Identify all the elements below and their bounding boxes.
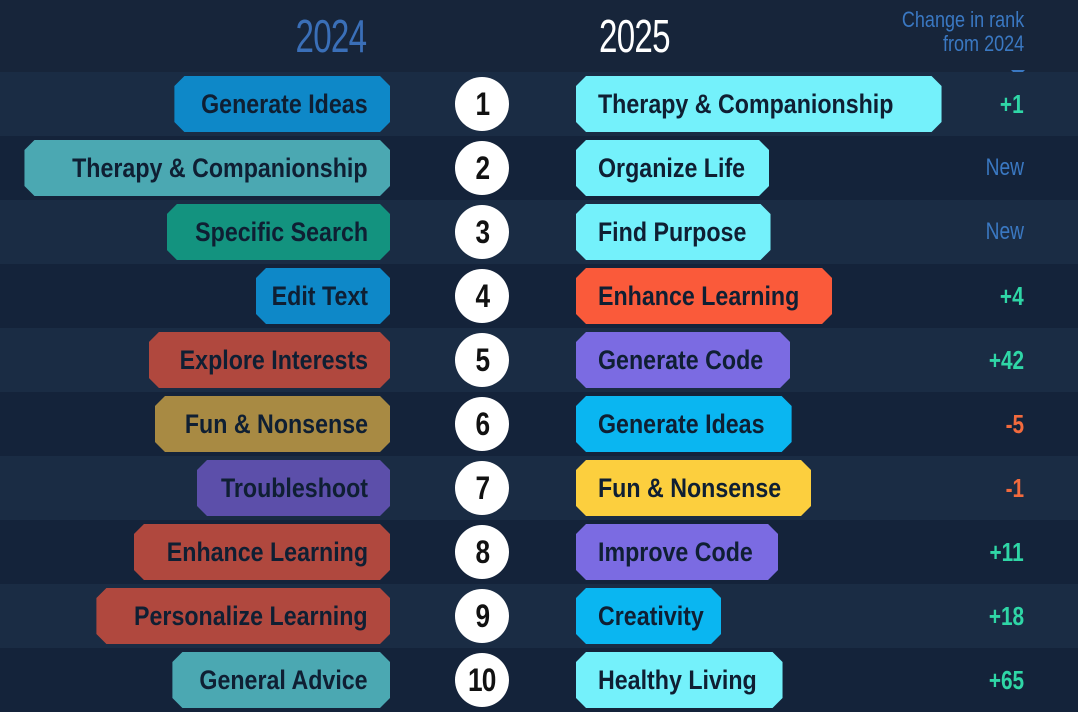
tag-2025-label: Generate Code: [598, 344, 764, 375]
tag-2024-label: Specific Search: [195, 216, 368, 247]
rank-badge: 6: [455, 397, 509, 451]
rank-badge: 10: [455, 653, 509, 707]
rank-number: 1: [475, 85, 490, 122]
ranking-row: Edit Text 4 Enhance Learning +4: [0, 264, 1078, 328]
rank-change-text: +18: [988, 600, 1024, 631]
tag-2024-label: Therapy & Companionship: [72, 152, 368, 183]
tag-2024: Explore Interests: [149, 332, 390, 388]
change-column-heading: Change in rank from 2024: [902, 8, 1024, 56]
rank-change-value: -5: [1001, 392, 1025, 456]
rank-change-text: -5: [1005, 408, 1025, 439]
tag-2024: Enhance Learning: [134, 524, 390, 580]
tag-2024-label: Personalize Learning: [134, 600, 368, 631]
rank-change-value: New: [976, 200, 1024, 264]
rank-number: 7: [475, 469, 490, 506]
ranking-row: Specific Search 3 Find Purpose New: [0, 200, 1078, 264]
rank-change-text: +65: [988, 664, 1024, 695]
tag-2024-label: Explore Interests: [179, 344, 368, 375]
tag-2024: Personalize Learning: [96, 588, 390, 644]
rank-change-value: -1: [1001, 456, 1025, 520]
tag-2024: Troubleshoot: [197, 460, 390, 516]
tag-2024-label: Generate Ideas: [201, 88, 368, 119]
rank-badge: 3: [455, 205, 509, 259]
tag-2025-label: Fun & Nonsense: [598, 472, 782, 503]
tag-2024: Therapy & Companionship: [24, 140, 390, 196]
ranking-row: Fun & Nonsense 6 Generate Ideas -5: [0, 392, 1078, 456]
change-heading-line2: from 2024: [942, 31, 1024, 56]
tag-2025-label: Enhance Learning: [598, 280, 800, 311]
tag-2024: Generate Ideas: [174, 76, 390, 132]
ranking-row: Generate Ideas 1 Therapy & Companionship +1: [0, 72, 1078, 136]
rank-number: 3: [475, 213, 490, 250]
tag-2024: Specific Search: [167, 204, 390, 260]
rank-change-text: +4: [1000, 280, 1024, 311]
rank-badge: 2: [455, 141, 509, 195]
rank-change-value: +11: [981, 520, 1024, 584]
tag-2025: Enhance Learning: [576, 268, 832, 324]
rank-number: 2: [475, 149, 490, 186]
tag-2024-label: Enhance Learning: [166, 536, 368, 567]
rank-number: 6: [475, 405, 490, 442]
rank-change-value: +4: [994, 264, 1024, 328]
tag-2025: Improve Code: [576, 524, 778, 580]
rank-change-value: +65: [980, 648, 1024, 712]
tag-2025: Fun & Nonsense: [576, 460, 811, 516]
tag-2025: Organize Life: [576, 140, 769, 196]
tag-2025-label: Find Purpose: [598, 216, 747, 247]
rank-number: 8: [475, 533, 490, 570]
tag-2025-label: Improve Code: [598, 536, 753, 567]
rank-change-text: -1: [1005, 472, 1025, 503]
ranking-row: General Advice 10 Healthy Living +65: [0, 648, 1078, 712]
rank-badge: 9: [455, 589, 509, 643]
tag-2025: Creativity: [576, 588, 721, 644]
ranking-row: Personalize Learning 9 Creativity +18: [0, 584, 1078, 648]
tag-2024-label: Edit Text: [271, 280, 368, 311]
rank-change-text: New: [985, 218, 1024, 245]
tag-2024: Edit Text: [256, 268, 390, 324]
rank-change-text: +42: [988, 344, 1024, 375]
rank-badge: 7: [455, 461, 509, 515]
rank-change-value: New: [976, 136, 1024, 200]
tag-2025-label: Organize Life: [598, 152, 746, 183]
ranking-row: Therapy & Companionship 2 Organize Life New: [0, 136, 1078, 200]
tag-2025: Therapy & Companionship: [576, 76, 942, 132]
tag-2024-label: Fun & Nonsense: [184, 408, 368, 439]
ranking-row: Enhance Learning 8 Improve Code +11: [0, 520, 1078, 584]
rank-change-text: +11: [989, 536, 1024, 567]
rank-change-value: +1: [994, 72, 1024, 136]
change-heading-line1: Change in rank: [901, 7, 1024, 32]
rank-change-text: New: [985, 154, 1024, 181]
rank-number: 9: [475, 597, 490, 634]
tag-2025: Generate Code: [576, 332, 790, 388]
tag-2024-label: General Advice: [199, 664, 368, 695]
ranking-row: Explore Interests 5 Generate Code +42: [0, 328, 1078, 392]
rank-number: 5: [475, 341, 490, 378]
rank-badge: 8: [455, 525, 509, 579]
header: 2024 2025 Change in rank from 2024: [0, 0, 1078, 72]
tag-2025-label: Creativity: [598, 600, 704, 631]
rank-badge: 5: [455, 333, 509, 387]
tag-2025-label: Therapy & Companionship: [598, 88, 894, 119]
tag-2025: Find Purpose: [576, 204, 771, 260]
tag-2025: Generate Ideas: [576, 396, 792, 452]
year-2024-heading: 2024: [295, 10, 367, 62]
tag-2024: Fun & Nonsense: [155, 396, 390, 452]
tag-2024-label: Troubleshoot: [220, 472, 368, 503]
tag-2025: Healthy Living: [576, 652, 783, 708]
tag-2025-label: Healthy Living: [598, 664, 757, 695]
tag-2025-label: Generate Ideas: [598, 408, 765, 439]
rank-number: 4: [475, 277, 490, 314]
rank-badge: 4: [455, 269, 509, 323]
year-2025-heading: 2025: [599, 10, 671, 62]
rank-change-value: +42: [980, 328, 1024, 392]
ranking-row: Troubleshoot 7 Fun & Nonsense -1: [0, 456, 1078, 520]
rank-badge: 1: [455, 77, 509, 131]
rank-change-text: +1: [1000, 88, 1024, 119]
rank-change-value: +18: [980, 584, 1024, 648]
rank-number: 10: [468, 661, 496, 698]
tag-2024: General Advice: [172, 652, 390, 708]
